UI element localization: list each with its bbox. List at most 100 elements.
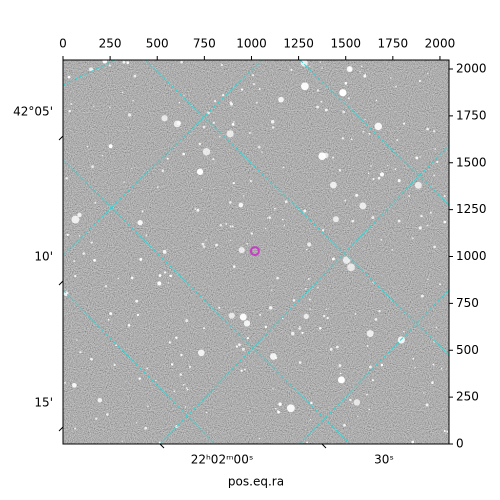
star — [371, 379, 375, 382]
star — [326, 316, 329, 320]
star — [362, 130, 365, 133]
star — [269, 353, 277, 360]
star — [240, 88, 244, 91]
star — [226, 130, 234, 138]
grid-line-dec — [63, 289, 216, 444]
star — [109, 312, 113, 315]
star — [292, 299, 296, 302]
star — [255, 101, 258, 104]
grid-line-dec — [63, 159, 351, 444]
star — [368, 365, 372, 369]
star — [104, 285, 108, 288]
star — [282, 166, 284, 169]
star — [268, 306, 273, 310]
star — [156, 186, 159, 189]
star — [316, 89, 320, 92]
star — [158, 274, 162, 277]
star — [244, 368, 246, 371]
star — [371, 216, 375, 220]
star — [426, 127, 429, 131]
star — [308, 298, 311, 301]
star — [186, 388, 189, 391]
star — [138, 377, 141, 380]
star — [168, 341, 172, 344]
star — [347, 263, 355, 272]
star — [105, 413, 109, 416]
ra-tick — [159, 443, 165, 449]
star — [200, 189, 203, 191]
star — [396, 139, 399, 141]
star — [432, 363, 435, 366]
star — [338, 364, 342, 368]
star — [202, 148, 211, 156]
star — [435, 326, 438, 329]
star — [350, 138, 353, 141]
star — [344, 81, 348, 85]
dec-tick-label: 42°05' — [13, 105, 53, 119]
star — [101, 154, 104, 157]
star — [246, 242, 249, 245]
star — [68, 109, 71, 113]
star — [425, 403, 429, 407]
star — [394, 168, 397, 170]
star — [74, 274, 77, 278]
star — [354, 313, 357, 315]
star — [123, 181, 125, 183]
star — [231, 225, 234, 228]
star — [443, 220, 447, 224]
star — [179, 373, 183, 376]
star — [233, 121, 235, 123]
star — [240, 369, 243, 372]
star — [331, 257, 335, 261]
star — [201, 242, 205, 246]
image-noise — [63, 60, 449, 444]
star — [93, 105, 95, 108]
star — [303, 313, 309, 320]
plot-frame — [62, 59, 450, 445]
x-axis-label: pos.eq.ra — [228, 475, 284, 489]
star — [375, 99, 378, 102]
star — [351, 402, 353, 405]
star — [346, 66, 353, 72]
star — [76, 339, 78, 341]
star — [169, 274, 172, 278]
star — [258, 88, 261, 90]
star — [387, 164, 389, 167]
star — [249, 179, 252, 183]
star — [243, 320, 251, 327]
star — [182, 152, 186, 156]
star — [72, 382, 77, 388]
star — [239, 313, 247, 321]
star — [202, 245, 206, 248]
star — [102, 60, 108, 64]
star — [271, 126, 275, 129]
star — [163, 271, 167, 274]
dec-tick-label: 10' — [34, 250, 53, 264]
star — [319, 61, 322, 63]
star — [215, 243, 218, 247]
star — [366, 330, 374, 338]
star — [272, 387, 274, 390]
star — [266, 217, 269, 219]
star — [258, 437, 261, 440]
star — [440, 367, 443, 370]
dec-tick — [58, 426, 64, 432]
star — [307, 242, 312, 247]
star — [229, 225, 232, 228]
star — [238, 202, 244, 208]
star — [90, 241, 93, 244]
star — [291, 331, 295, 336]
star — [170, 363, 174, 366]
star — [95, 417, 98, 420]
star — [415, 156, 419, 160]
star — [145, 234, 148, 237]
grid-line-ra — [63, 60, 116, 86]
star — [176, 120, 182, 126]
star — [321, 229, 325, 232]
star — [370, 165, 372, 167]
star — [277, 410, 279, 412]
star — [205, 411, 208, 414]
star — [418, 79, 421, 83]
star — [446, 430, 449, 433]
star — [71, 215, 80, 224]
